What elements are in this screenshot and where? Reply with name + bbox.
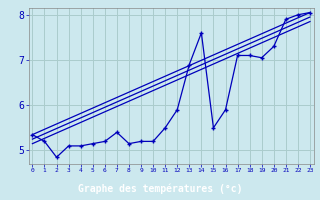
Text: Graphe des températures (°c): Graphe des températures (°c) bbox=[78, 184, 242, 194]
